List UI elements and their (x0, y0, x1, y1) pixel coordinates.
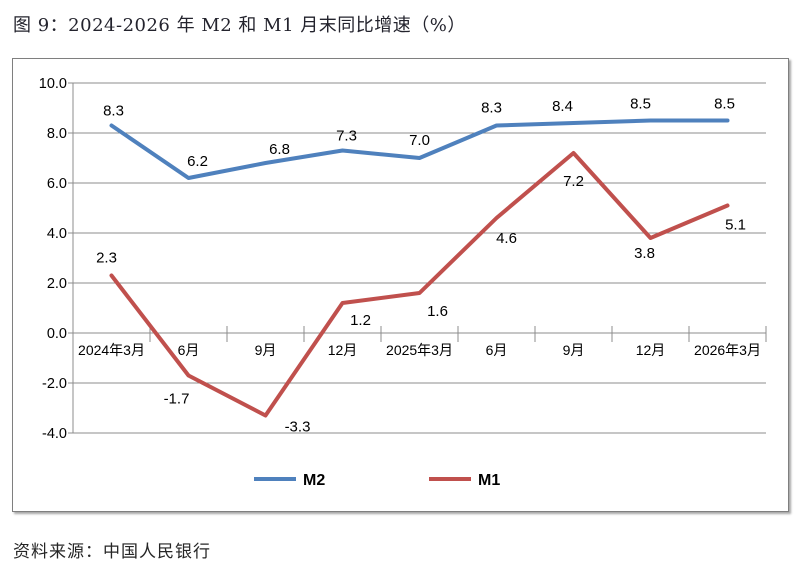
x-axis-label: 6月 (178, 342, 200, 358)
line-chart: 10.0 8.0 6.0 4.0 2.0 0.0 -2.0 -4.0 2024年3月 6月 9月 12… (39, 76, 767, 489)
m1-data-label: -3.3 (285, 419, 311, 436)
m1-data-label: 4.6 (496, 230, 517, 247)
m2-data-label: 6.2 (187, 153, 208, 170)
y-axis-label: 8.0 (47, 126, 67, 142)
chart-container: 10.0 8.0 6.0 4.0 2.0 0.0 -2.0 -4.0 2024年3月 6月 9月 12… (12, 58, 789, 512)
y-axis-label: -2.0 (42, 376, 67, 392)
m1-data-label: 2.3 (96, 250, 117, 267)
m1-line (109, 151, 730, 418)
y-axis-label: 0.0 (47, 326, 67, 342)
figure-title: 图 9：2024-2026 年 M2 和 M1 月末同比增速（%） (13, 15, 466, 36)
m2-data-label: 8.3 (103, 103, 124, 120)
m2-data-label: 8.5 (714, 96, 735, 113)
y-axis-label: 2.0 (47, 276, 67, 292)
m1-data-label: 1.2 (350, 312, 371, 329)
x-axis-label: 2025年3月 (386, 342, 453, 358)
m1-data-label: -1.7 (164, 391, 190, 408)
y-axis-label: 10.0 (39, 76, 67, 92)
m2-data-label: 6.8 (269, 141, 290, 158)
legend-label-m2: M2 (303, 472, 325, 489)
x-axis-label: 9月 (563, 342, 585, 358)
x-axis-label: 12月 (636, 342, 666, 358)
y-axis-label: 4.0 (47, 226, 67, 242)
x-axis-label: 9月 (255, 342, 277, 358)
x-axis-label: 2024年3月 (78, 342, 145, 358)
x-axis-label: 2026年3月 (694, 342, 761, 358)
x-axis-label: 12月 (328, 342, 358, 358)
legend-label-m1: M1 (478, 472, 500, 489)
source-note: 资料来源：中国人民银行 (13, 542, 211, 562)
y-axis-label: -4.0 (42, 426, 67, 442)
m2-line (109, 118, 730, 180)
m1-data-label: 3.8 (634, 245, 655, 262)
m2-data-label: 7.3 (336, 128, 357, 145)
m1-data-label: 7.2 (563, 173, 584, 190)
m2-data-label: 8.5 (630, 96, 651, 113)
m1-data-label: 5.1 (725, 217, 746, 234)
m1-data-label: 1.6 (427, 303, 448, 320)
x-axis-label: 6月 (486, 342, 508, 358)
m2-data-label: 7.0 (409, 132, 430, 149)
y-axis-label: 6.0 (47, 176, 67, 192)
m2-data-label: 8.3 (481, 100, 502, 117)
m2-data-label: 8.4 (552, 98, 573, 115)
